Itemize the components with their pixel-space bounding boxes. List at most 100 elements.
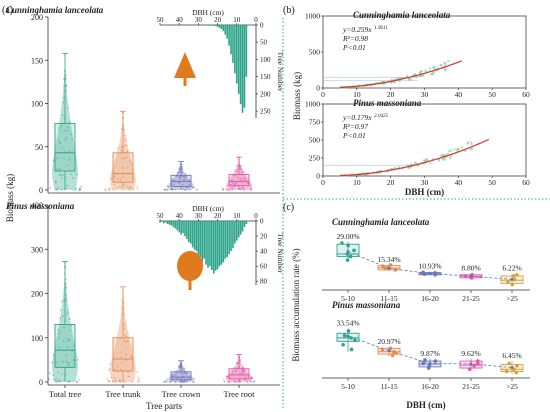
data-point <box>244 177 247 180</box>
data-point <box>185 176 188 179</box>
data-point <box>112 381 114 383</box>
equation-label: y=0.259x <box>342 25 372 34</box>
box-group-1 <box>336 328 360 352</box>
data-point <box>388 263 393 267</box>
data-point <box>390 353 395 358</box>
box <box>112 337 134 372</box>
data-point <box>68 339 70 341</box>
data-point <box>225 188 227 190</box>
data-point <box>59 331 62 334</box>
data-point <box>56 157 58 160</box>
data-point <box>469 148 472 151</box>
data-point <box>181 183 184 186</box>
data-point <box>63 299 65 302</box>
data-point <box>114 379 117 381</box>
data-point <box>118 379 121 382</box>
data-point <box>127 184 129 187</box>
histogram-bar <box>205 221 207 265</box>
data-point <box>188 179 191 182</box>
data-point <box>239 168 242 171</box>
data-point <box>168 381 171 383</box>
histogram-bar <box>182 221 184 234</box>
data-point <box>120 351 122 353</box>
y-tick-label: 50 <box>35 143 43 152</box>
data-point <box>123 145 125 148</box>
inset-x-tick-label: 20 <box>214 16 222 24</box>
data-point <box>340 241 344 245</box>
histogram-bar <box>241 25 244 113</box>
data-point <box>470 141 473 144</box>
inset-x-tick-label: 30 <box>195 212 203 220</box>
data-point <box>64 150 66 153</box>
data-point <box>62 339 65 342</box>
r-squared-label: R²=0.98 <box>342 34 368 43</box>
data-point <box>444 69 447 72</box>
inset-y-tick-label: 80 <box>260 278 268 286</box>
data-point <box>230 183 232 186</box>
box-group-2 <box>377 263 401 272</box>
histogram-bar <box>222 221 225 263</box>
data-point <box>58 127 60 129</box>
histogram-bar <box>224 221 227 259</box>
x-tick-label: Tree root <box>223 389 255 399</box>
box-group-1 <box>336 241 360 262</box>
data-point <box>123 340 125 343</box>
data-point <box>67 106 69 109</box>
data-point <box>57 332 60 335</box>
data-point <box>128 160 131 163</box>
histogram-bar <box>187 221 190 243</box>
data-point <box>181 175 184 178</box>
subplot-title: Cunninghamia lanceolata <box>332 217 430 227</box>
data-point <box>120 355 122 358</box>
data-point <box>349 347 354 352</box>
data-point <box>226 375 229 377</box>
mean-marker <box>469 362 473 366</box>
data-point <box>239 358 241 361</box>
panel-b: Biomass (kg) DBH (cm) Cunninghamia lanceol… <box>292 10 530 197</box>
scatter-subplot-1: Cunninghamia lanceolata 0 10 20 30 40 50 60 0 500… <box>305 10 530 99</box>
data-point <box>49 186 51 189</box>
data-point <box>236 176 239 179</box>
inset-x-tick-label: 20 <box>214 212 222 220</box>
inset-x-label: DBH (cm) <box>192 8 224 17</box>
data-point <box>464 149 467 152</box>
data-point <box>136 380 139 382</box>
data-point <box>181 168 184 170</box>
y-tick-label: 250 <box>309 154 321 163</box>
data-point <box>56 361 58 364</box>
data-point <box>182 381 185 383</box>
data-point <box>120 146 123 149</box>
data-point <box>66 346 69 348</box>
y-tick-label: 200 <box>31 13 43 22</box>
data-point <box>175 372 178 374</box>
x-tick-label: 11-15 <box>380 382 397 391</box>
data-point <box>130 355 132 358</box>
p-value-label: P<0.01 <box>342 131 366 140</box>
tree-crown-shape <box>174 52 196 78</box>
data-point <box>228 381 231 383</box>
data-point <box>173 183 175 186</box>
data-point <box>348 254 353 259</box>
data-point <box>178 176 181 178</box>
data-point <box>76 358 79 361</box>
inset-y-tick-label: 60 <box>260 263 268 271</box>
data-point <box>231 179 233 182</box>
data-point <box>179 366 181 369</box>
data-point <box>75 188 78 190</box>
data-point <box>235 369 238 372</box>
data-point <box>183 178 186 181</box>
data-point <box>121 300 123 303</box>
histogram-bar <box>197 221 200 255</box>
data-point <box>383 266 388 271</box>
data-point <box>163 381 166 383</box>
data-point <box>63 326 65 329</box>
data-point <box>460 146 463 149</box>
data-point <box>69 329 71 331</box>
data-point <box>60 125 63 127</box>
data-point <box>131 381 133 383</box>
data-point <box>123 338 126 341</box>
data-point <box>171 189 174 191</box>
data-point <box>136 371 139 373</box>
x-tick-label: Total tree <box>49 389 81 399</box>
